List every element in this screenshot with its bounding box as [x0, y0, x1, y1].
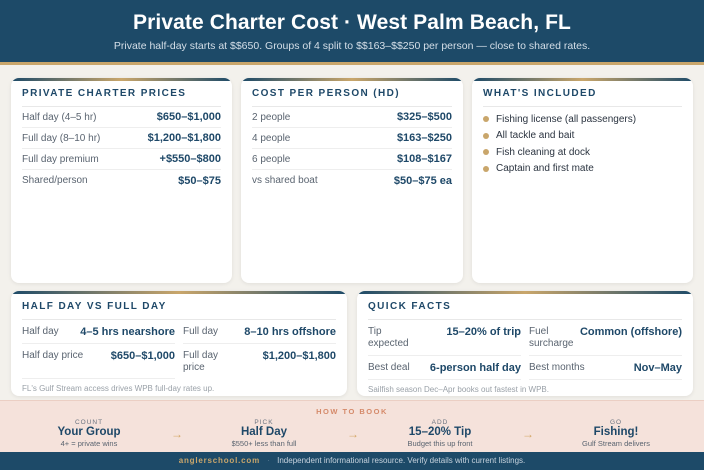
step-add: ADD 15–20% Tip Budget this up front: [407, 419, 473, 448]
step-go: GO Fishing! Gulf Stream delivers: [582, 419, 650, 448]
fact-cell: Fuel surcharge Common (offshore): [529, 320, 682, 356]
fact-cell: Best months Nov–May: [529, 356, 682, 380]
arrow-right-icon: →: [522, 427, 534, 441]
included-item: Captain and first mate: [483, 161, 682, 178]
fact-cell: Best deal 6-person half day: [368, 356, 521, 380]
card-note: Sailfish season Dec–Apr books out fastes…: [368, 385, 549, 394]
footer-disclaimer: Independent informational resource. Veri…: [277, 456, 526, 465]
page-subtitle: Private half-day starts at $$650. Groups…: [113, 40, 591, 52]
page-title: Private Charter Cost · West Palm Beach, …: [133, 11, 571, 34]
bullet-dot-icon: [483, 165, 489, 172]
fact-cell: Full day price $1,200–$1,800: [183, 350, 336, 373]
fact-cell: Full day 8–10 hrs offshore: [183, 320, 336, 344]
whats-included-card: What's Included Fishing license (all pas…: [472, 78, 693, 283]
cost-row: vs shared boat $50–$75 ea: [252, 174, 452, 187]
card-note: FL's Gulf Stream access drives WPB full-…: [22, 384, 215, 393]
cost-row: 2 people $325–$500: [252, 107, 452, 128]
page-header: Private Charter Cost · West Palm Beach, …: [0, 0, 704, 65]
quick-facts-card: Quick Facts Tip expected 15–20% of trip …: [357, 291, 693, 396]
cost-row: 6 people $108–$167: [252, 149, 452, 170]
step-pick: PICK Half Day $550+ less than full: [231, 419, 297, 448]
card-title: Private Charter Prices: [22, 88, 221, 107]
card-title: Quick Facts: [368, 301, 682, 320]
price-row: Full day (8–10 hr) $1,200–$1,800: [22, 128, 221, 149]
bullet-dot-icon: [483, 132, 489, 139]
brand-link[interactable]: anglerschool.com: [178, 456, 260, 465]
footer-separator: ·: [267, 456, 270, 465]
arrow-right-icon: →: [347, 427, 359, 441]
included-item: Fishing license (all passengers): [483, 111, 682, 128]
fact-cell: Half day 4–5 hrs nearshore: [22, 320, 175, 344]
card-title: What's Included: [483, 88, 682, 107]
price-row: Shared/person $50–$75: [22, 174, 221, 187]
private-charter-prices-card: Private Charter Prices Half day (4–5 hr)…: [11, 78, 232, 283]
how-to-book-strip: How to Book COUNT Your Group 4+ = privat…: [0, 400, 704, 452]
fact-cell: Tip expected 15–20% of trip: [368, 320, 521, 356]
fact-cell: Half day price $650–$1,000: [22, 344, 175, 379]
card-title: Cost Per Person (HD): [252, 88, 452, 107]
bullet-dot-icon: [483, 116, 489, 123]
arrow-right-icon: →: [171, 427, 183, 441]
price-row: Half day (4–5 hr) $650–$1,000: [22, 107, 221, 128]
bullet-dot-icon: [483, 149, 489, 156]
card-title: Half Day vs Full Day: [22, 301, 336, 320]
included-item: All tackle and bait: [483, 128, 682, 145]
page-footer: anglerschool.com · Independent informati…: [0, 452, 704, 470]
cost-row: 4 people $163–$250: [252, 128, 452, 149]
price-row: Full day premium +$550–$800: [22, 149, 221, 170]
half-vs-full-card: Half Day vs Full Day Half day 4–5 hrs ne…: [11, 291, 347, 396]
cost-per-person-card: Cost Per Person (HD) 2 people $325–$500 …: [241, 78, 463, 283]
included-item: Fish cleaning at dock: [483, 144, 682, 161]
step-count: COUNT Your Group 4+ = private wins: [57, 419, 121, 448]
how-to-book-label: How to Book: [316, 407, 388, 416]
